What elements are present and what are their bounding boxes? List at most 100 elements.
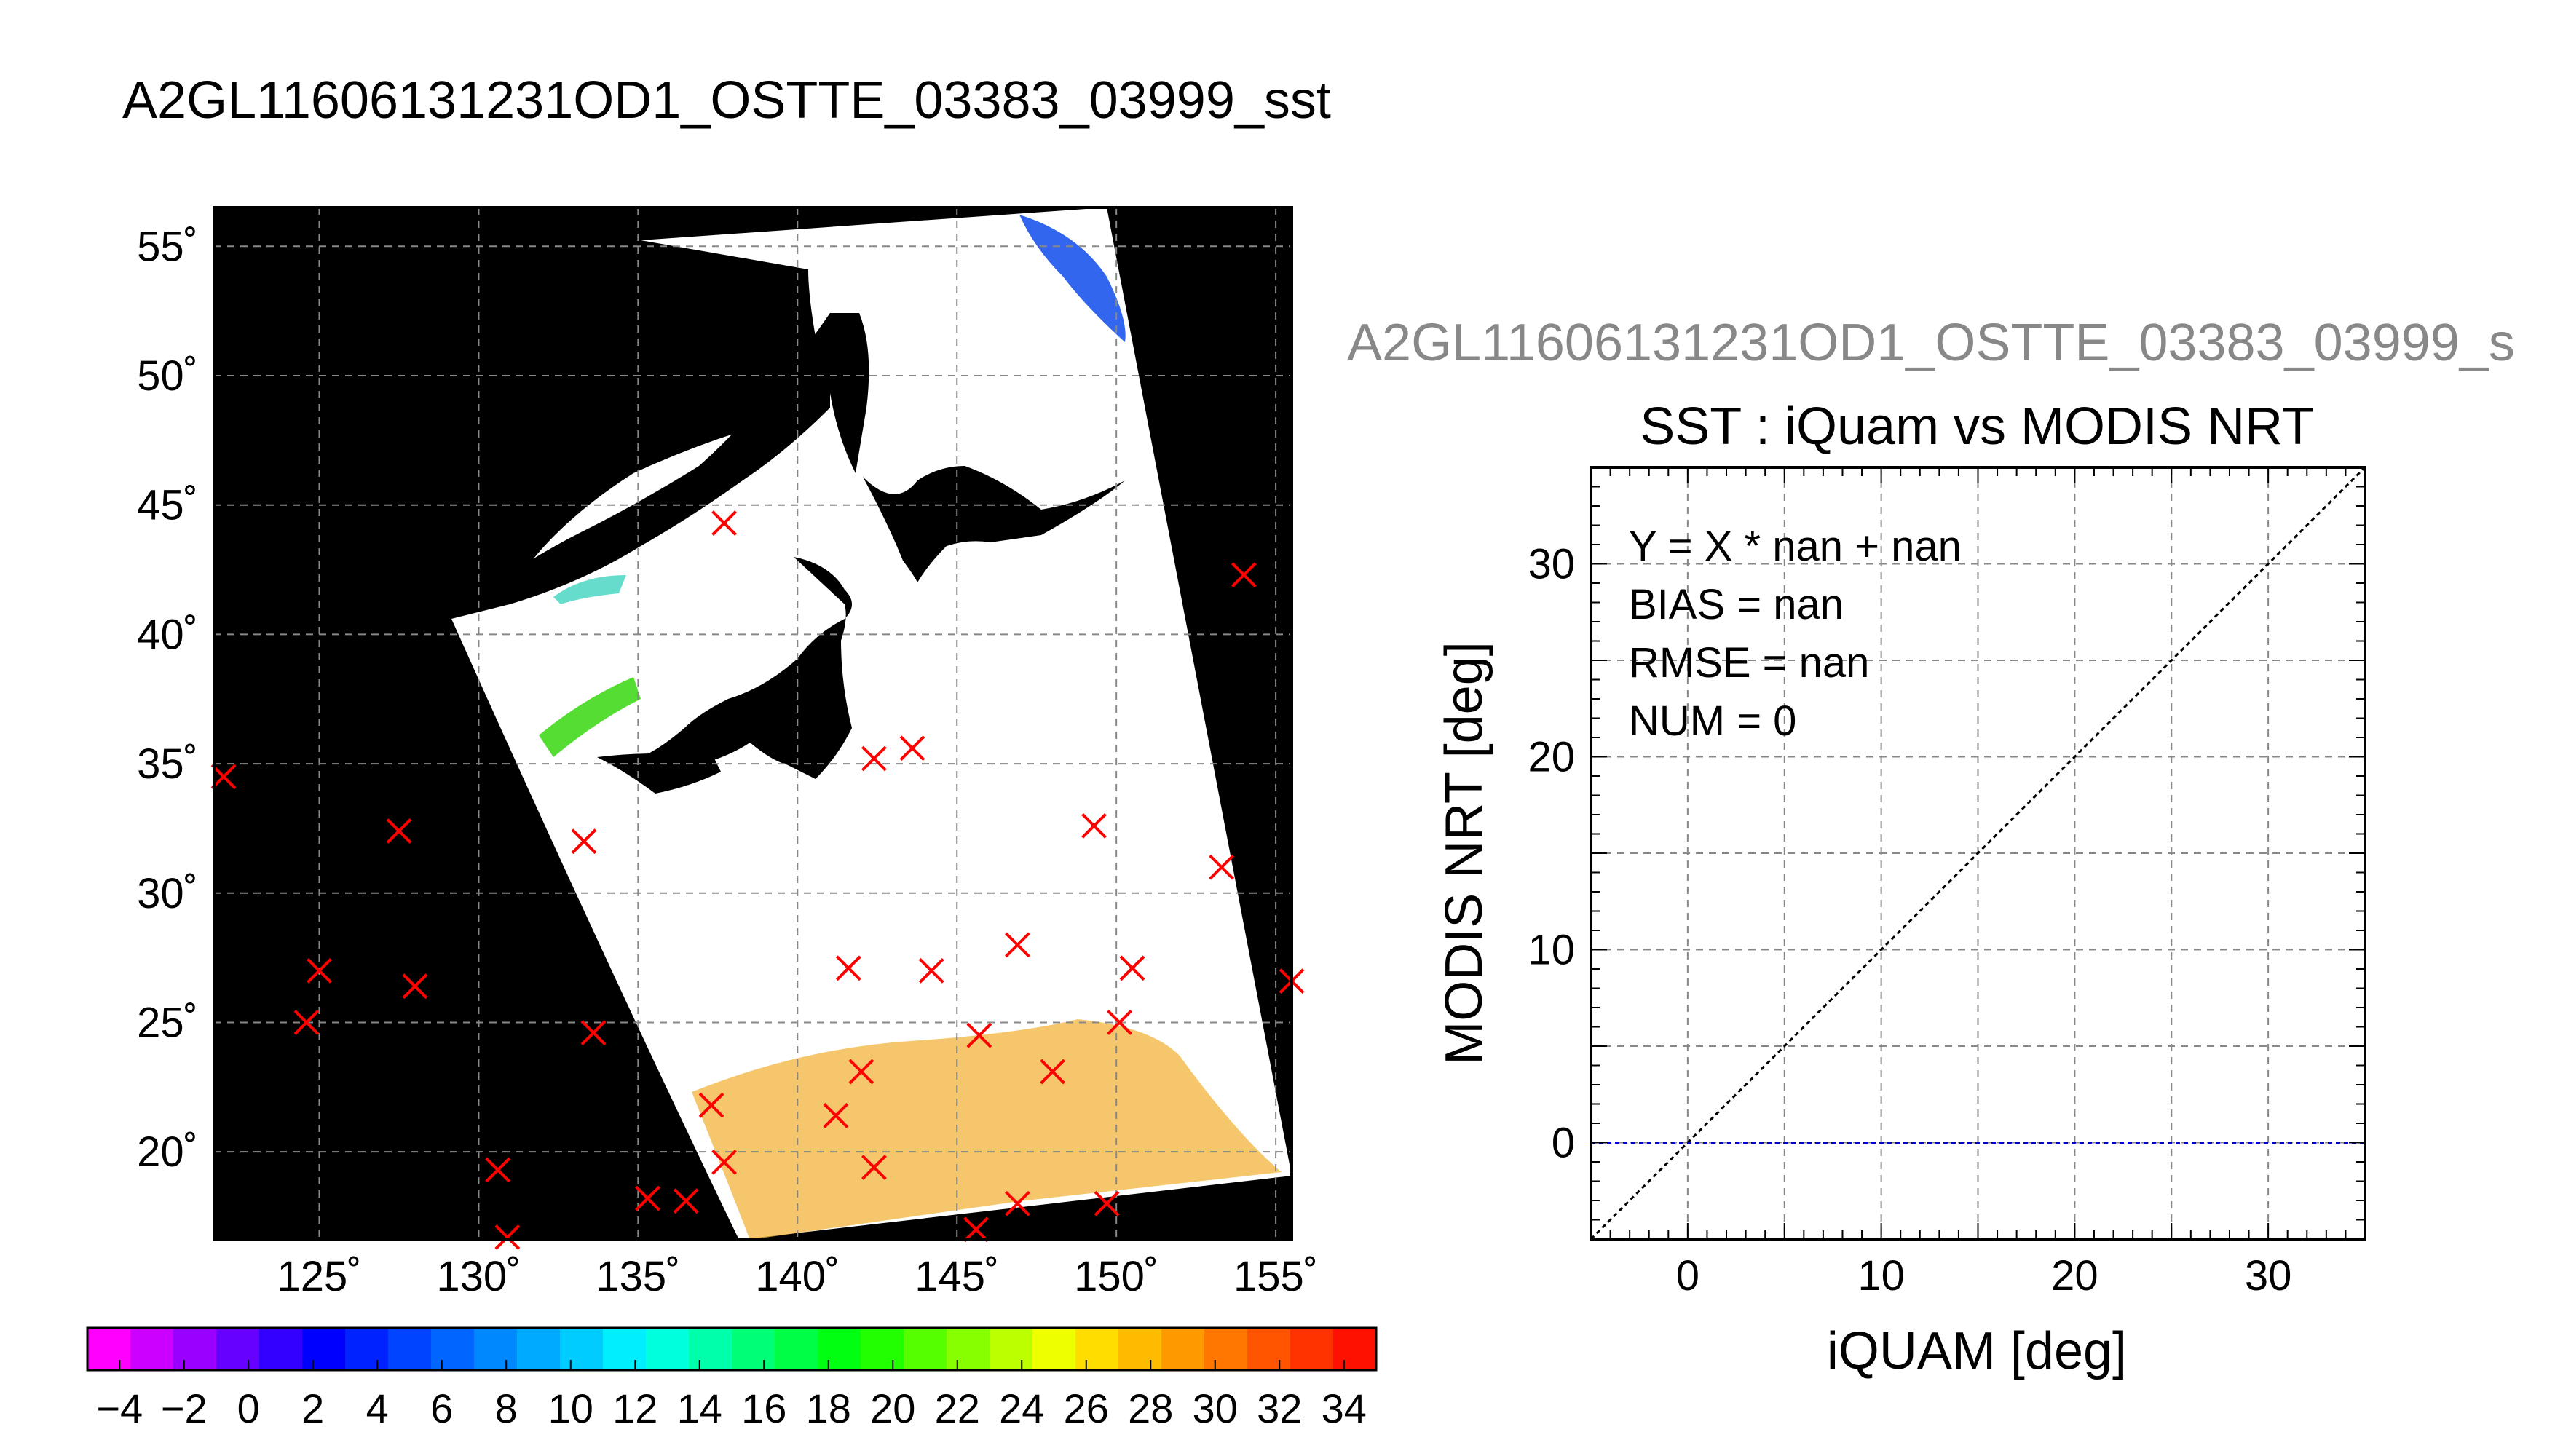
map-marker-stroke [963, 1216, 989, 1243]
colorbar-cell [732, 1328, 775, 1370]
colorbar-cell [345, 1328, 389, 1370]
colorbar-cell [947, 1328, 990, 1370]
colorbar-label: −2 [161, 1385, 208, 1431]
land-sakhalin [830, 313, 869, 473]
map-marker [966, 1022, 992, 1048]
colorbar-cell [517, 1328, 561, 1370]
map-marker [402, 973, 428, 1000]
colorbar-cell [1333, 1328, 1377, 1370]
map-marker-stroke [711, 510, 738, 536]
map-marker [1005, 1190, 1030, 1216]
colorbar-label: 20 [870, 1385, 915, 1431]
map-marker [635, 1185, 660, 1211]
sst-patch-green [539, 677, 641, 757]
map-marker [1119, 955, 1145, 981]
colorbar-cell [603, 1328, 647, 1370]
map-marker-stroke [307, 957, 332, 984]
stats-block: Y = X * nan + nan BIAS = nan RMSE = nan … [1629, 523, 1962, 745]
colorbar-cell [259, 1328, 303, 1370]
map-y-tick-label: 35˚ [137, 740, 198, 788]
colorbar-cell [1118, 1328, 1162, 1370]
map-marker-stroke [293, 1010, 320, 1035]
map-marker-stroke [485, 1157, 511, 1183]
colorbar-label: 2 [301, 1385, 324, 1431]
scatter-lines [1590, 466, 2366, 1241]
colorbar-cell [388, 1328, 432, 1370]
scatter-title: SST : iQuam vs MODIS NRT [1640, 397, 2314, 456]
colorbar: −4 −2 0 2 4 6 8 10 12 14 16 18 20 22 24 26 28 30 32 34 [86, 1326, 1378, 1431]
map-marker [1081, 812, 1107, 839]
map-marker-stroke [1005, 1190, 1030, 1216]
sst-patch-orange [692, 1019, 1282, 1240]
colorbar-label: 6 [430, 1385, 453, 1431]
colorbar-cell [1032, 1328, 1076, 1370]
map-marker [823, 1102, 849, 1128]
colorbar-label: 34 [1322, 1385, 1367, 1431]
colorbar-cell [431, 1328, 475, 1370]
one-to-one-line [1590, 466, 2366, 1241]
map-marker [861, 1155, 887, 1180]
map-marker [307, 957, 332, 984]
scatter-x-tick-label: 20 [2051, 1252, 2098, 1299]
colorbar-cell [1075, 1328, 1119, 1370]
colorbar-cell [216, 1328, 260, 1370]
colorbar-label: 8 [495, 1385, 518, 1431]
map-marker [210, 764, 237, 790]
map-marker-stroke [1094, 1190, 1120, 1216]
map-marker-stroke [823, 1102, 849, 1128]
scatter-y-tick-label: 20 [1528, 734, 1575, 781]
map-y-tick-label: 20˚ [137, 1128, 198, 1176]
map-marker [1094, 1190, 1120, 1216]
map-marker [711, 510, 738, 536]
colorbar-cell [861, 1328, 904, 1370]
scatter-border [1590, 466, 2366, 1241]
colorbar-cell [1290, 1328, 1334, 1370]
map-marker [918, 957, 944, 984]
map-marker-stroke [918, 957, 944, 984]
map-marker-stroke [1119, 955, 1145, 981]
map-y-ticks: 20˚ 25˚ 30˚ 35˚ 40˚ 45˚ 50˚ 55˚ [137, 223, 198, 1176]
map-x-ticks: 125˚ 130˚ 135˚ 140˚ 145˚ 150˚ 155˚ [277, 1253, 1318, 1300]
map-marker-stroke [1107, 1010, 1132, 1035]
colorbar-border [86, 1326, 1378, 1372]
map-x-tick-label: 130˚ [436, 1253, 521, 1300]
map-marker [1005, 932, 1030, 958]
map-grid [214, 207, 1292, 1240]
map-marker-stroke [966, 1022, 992, 1048]
colorbar-cell [87, 1328, 131, 1370]
stat-rmse: RMSE = nan [1629, 639, 1869, 687]
colorbar-label: 0 [237, 1385, 260, 1431]
map-marker [698, 1092, 724, 1118]
map-marker [673, 1188, 699, 1214]
colorbar-label: 14 [677, 1385, 722, 1431]
map-marker-stroke [1040, 1059, 1066, 1085]
colorbar-label: 26 [1064, 1385, 1109, 1431]
main-title: A2GL11606131231OD1_OSTTE_03383_03999_sst [122, 71, 1331, 130]
colorbar-cell [1161, 1328, 1205, 1370]
map-y-tick-label: 55˚ [137, 223, 198, 270]
map-marker-stroke [835, 955, 861, 981]
colorbar-label: 22 [935, 1385, 980, 1431]
map-marker-stroke [1005, 932, 1030, 958]
scatter-y-tick-label: 10 [1528, 927, 1575, 974]
map-marker-stroke [698, 1092, 724, 1118]
map-marker-stroke [848, 1059, 874, 1085]
map-marker [1040, 1059, 1066, 1085]
land-honshu [641, 557, 852, 779]
map-marker [861, 745, 887, 772]
map-marker [835, 955, 861, 981]
colorbar-cell [1204, 1328, 1248, 1370]
map-marker-stroke [899, 735, 925, 761]
land-hokkaido [863, 466, 1125, 582]
stat-bias: BIAS = nan [1629, 581, 1844, 628]
scatter-y-tick-label: 0 [1552, 1120, 1575, 1167]
colorbar-label: 24 [999, 1385, 1044, 1431]
colorbar-cell [775, 1328, 818, 1370]
map-marker-stroke [861, 1155, 887, 1180]
scatter-y-label: MODIS NRT [deg] [1435, 641, 1493, 1065]
map-marker [494, 1224, 521, 1250]
map-x-tick-label: 155˚ [1233, 1253, 1318, 1300]
map-marker-stroke [571, 828, 597, 855]
colorbar-label: 10 [548, 1385, 593, 1431]
